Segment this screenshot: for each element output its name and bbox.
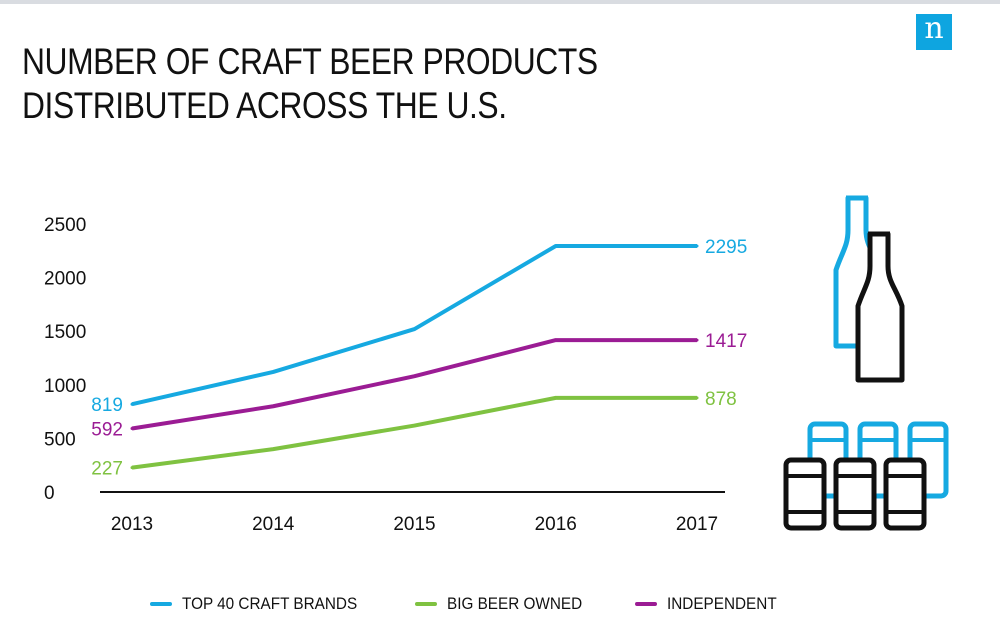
data-point	[271, 447, 275, 451]
data-point	[554, 244, 558, 248]
x-tick-label: 2013	[111, 514, 153, 535]
y-tick-label: 0	[44, 483, 55, 504]
y-axis-ticks: 0 500 1000 1500 2000 2500	[44, 215, 86, 504]
can-icon	[883, 457, 927, 531]
end-value-label: 1417	[705, 331, 747, 352]
data-point	[413, 424, 416, 428]
y-tick-label: 1500	[44, 322, 86, 343]
data-point	[413, 327, 416, 331]
y-tick-label: 1000	[44, 376, 86, 397]
beer-illustration	[783, 195, 949, 531]
data-point	[271, 370, 275, 374]
data-point	[271, 404, 275, 408]
chart-title: NUMBER OF CRAFT BEER PRODUCTS DISTRIBUTE…	[22, 41, 598, 126]
series-lines	[130, 243, 699, 470]
legend-item: TOP 40 CRAFT BRANDS	[150, 594, 377, 614]
x-tick-label: 2017	[676, 514, 718, 535]
x-tick-label: 2016	[535, 514, 577, 535]
legend-label: BIG BEER OWNED	[446, 594, 582, 613]
legend: TOP 40 CRAFT BRANDS BIG BEER OWNED INDEPEN…	[150, 592, 827, 616]
legend-item: INDEPENDENT	[634, 594, 789, 614]
end-value-label: 2295	[705, 237, 747, 258]
end-value-label: 878	[705, 389, 737, 410]
legend-item: BIG BEER OWNED	[414, 594, 597, 614]
can-icon	[783, 457, 827, 531]
legend-label: INDEPENDENT	[666, 594, 777, 613]
legend-swatch	[634, 602, 657, 606]
series-line	[131, 395, 697, 470]
y-tick-label: 2000	[44, 269, 86, 290]
data-point	[554, 396, 558, 400]
data-point	[695, 338, 699, 342]
top-border	[0, 0, 1000, 4]
x-tick-label: 2015	[393, 514, 435, 535]
y-tick-label: 2500	[44, 215, 86, 236]
series-line	[131, 243, 697, 407]
legend-swatch	[414, 602, 437, 606]
data-point	[413, 374, 416, 378]
data-labels: 819 2295 227 878 592 1417	[91, 237, 747, 480]
data-point	[695, 396, 699, 400]
x-axis-ticks: 2013 2014 2015 2016 2017	[111, 514, 718, 535]
bottle-icon	[855, 231, 905, 383]
data-point	[695, 244, 699, 248]
start-value-label: 592	[91, 420, 123, 441]
y-tick-label: 500	[44, 429, 76, 450]
x-tick-label: 2014	[252, 514, 295, 535]
data-point	[130, 402, 134, 406]
data-point	[130, 427, 134, 431]
start-value-label: 227	[91, 459, 123, 480]
start-value-label: 819	[91, 395, 123, 416]
can-icon	[833, 457, 877, 531]
data-point	[130, 466, 134, 470]
nielsen-logo: n	[916, 14, 952, 50]
data-point	[554, 338, 558, 342]
legend-swatch	[150, 602, 172, 606]
legend-label: TOP 40 CRAFT BRANDS	[182, 594, 358, 613]
